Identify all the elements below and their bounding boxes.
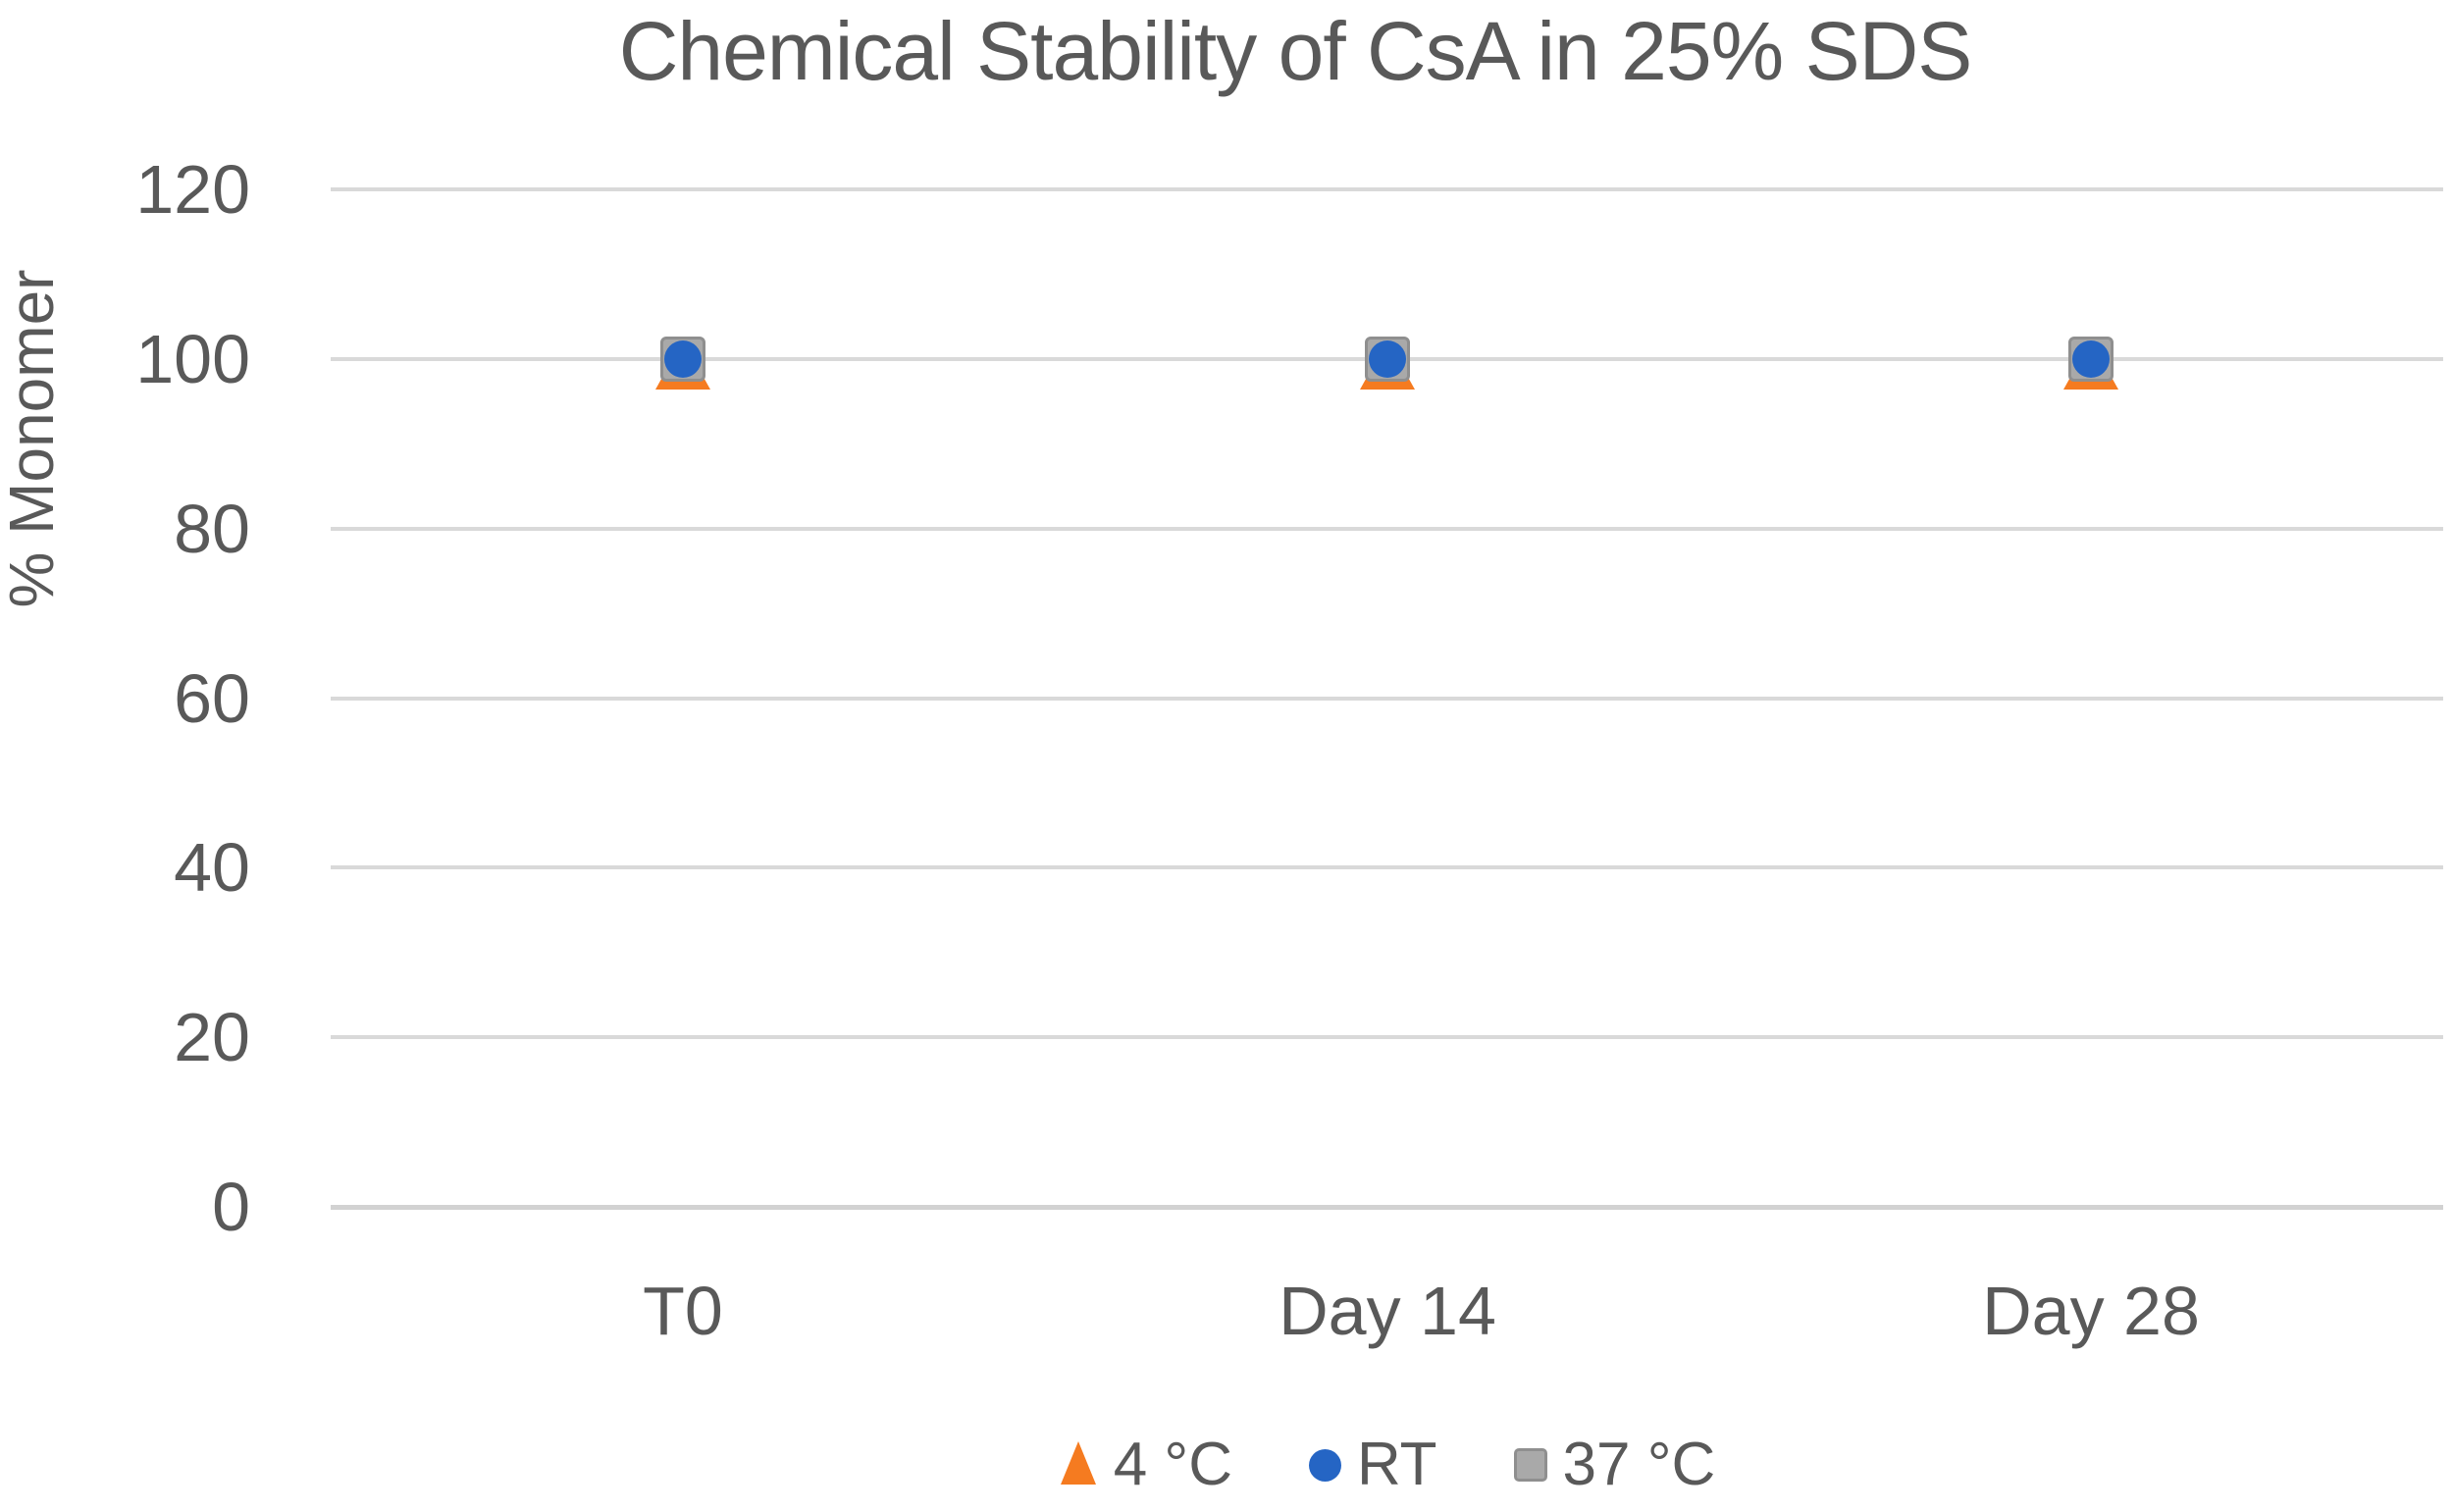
gridline (331, 865, 2443, 869)
legend-triangle-icon (1059, 1439, 1098, 1491)
gridline (331, 1035, 2443, 1039)
y-tick-label: 60 (174, 660, 250, 737)
gridline (331, 187, 2443, 191)
gridline (331, 527, 2443, 531)
gridline (331, 697, 2443, 701)
legend-item: RT (1308, 1426, 1437, 1504)
data-point-circle (2072, 340, 2110, 378)
legend-label: RT (1356, 1431, 1437, 1498)
y-tick-label: 0 (212, 1169, 250, 1245)
legend-label: 4 °C (1113, 1431, 1232, 1498)
legend-item: 37 °C (1513, 1426, 1716, 1504)
legend-circle-icon (1308, 1448, 1341, 1482)
y-tick-label: 120 (135, 151, 250, 228)
y-tick-label: 20 (174, 999, 250, 1075)
y-tick-label: 80 (174, 491, 250, 567)
y-tick-label: 40 (174, 829, 250, 906)
x-axis-line (331, 1205, 2443, 1210)
x-category-label: T0 (643, 1273, 723, 1349)
legend-item: 4 °C (1059, 1426, 1232, 1504)
chart-title: Chemical Stability of CsA in 25% SDS (618, 5, 1973, 97)
y-tick-label: 100 (135, 321, 250, 397)
legend-label: 37 °C (1562, 1431, 1716, 1498)
y-axis-title: % Monomer (0, 269, 67, 608)
data-point-circle (1369, 340, 1406, 378)
legend-square-icon (1513, 1448, 1547, 1482)
x-category-label: Day 28 (1982, 1273, 2200, 1349)
x-category-label: Day 14 (1279, 1273, 1496, 1349)
data-point-circle (664, 340, 702, 378)
legend: 4 °C RT 37 °C (331, 1423, 2443, 1507)
